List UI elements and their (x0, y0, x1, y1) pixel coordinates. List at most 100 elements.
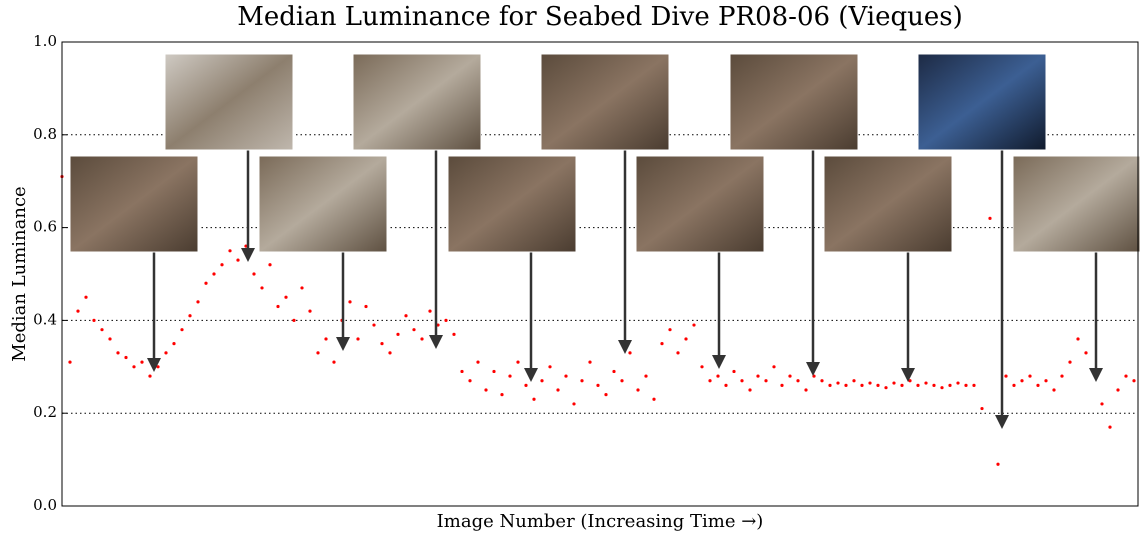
point (732, 369, 736, 374)
point (700, 365, 704, 369)
point (276, 304, 280, 309)
arrowhead (429, 335, 443, 349)
thumbnail (69, 155, 199, 253)
point (684, 337, 688, 341)
point (1012, 383, 1016, 387)
point (1036, 383, 1040, 387)
point (596, 383, 600, 387)
plot-frame (61, 41, 1139, 507)
thumbnail (258, 155, 388, 253)
point (124, 355, 128, 360)
point (220, 263, 224, 267)
point (380, 342, 384, 346)
point (116, 351, 120, 355)
point (404, 314, 408, 318)
y-tick-label: 0.0 (33, 496, 57, 514)
point (580, 379, 584, 383)
y-tick-label: 0.2 (33, 403, 57, 421)
point (164, 351, 168, 355)
point (868, 381, 872, 385)
point (316, 351, 320, 355)
point (956, 381, 960, 385)
point (452, 332, 456, 336)
point (828, 383, 832, 387)
point (1004, 374, 1008, 378)
point (764, 379, 768, 383)
point (492, 369, 496, 374)
point (268, 263, 272, 267)
point (332, 360, 336, 364)
point (852, 379, 856, 383)
y-tick-label: 1.0 (33, 32, 57, 50)
arrowhead (618, 340, 632, 354)
thumbnail (540, 53, 670, 151)
point (836, 381, 840, 385)
point (972, 383, 976, 387)
point (356, 337, 360, 341)
point (564, 374, 568, 378)
point (236, 258, 240, 262)
thumbnail (352, 53, 482, 151)
point (484, 388, 488, 392)
point (1044, 379, 1048, 383)
point (780, 383, 784, 387)
point (324, 337, 328, 341)
arrowhead (147, 358, 161, 372)
point (68, 360, 72, 364)
point (1028, 374, 1032, 378)
point (940, 386, 944, 390)
thumbnails (69, 53, 1140, 429)
arrowhead (901, 368, 915, 382)
point (708, 379, 712, 383)
point (652, 397, 656, 401)
point (884, 386, 888, 390)
point (532, 397, 536, 401)
point (636, 388, 640, 392)
point (140, 360, 144, 364)
thumbnail (164, 53, 294, 151)
point (76, 309, 80, 313)
point (804, 388, 808, 392)
point (620, 379, 624, 383)
point (412, 328, 416, 332)
point (548, 365, 552, 369)
point (156, 365, 160, 369)
point (260, 286, 264, 290)
point (724, 383, 728, 387)
point (1116, 388, 1120, 392)
point (308, 309, 312, 313)
point (604, 393, 608, 397)
point (172, 342, 176, 346)
point (300, 286, 304, 290)
point (740, 379, 744, 383)
point (292, 318, 296, 322)
point (188, 314, 192, 318)
point (932, 383, 936, 387)
point (796, 379, 800, 383)
point (420, 337, 424, 341)
chart-title: Median Luminance for Seabed Dive PR08-06… (237, 2, 963, 32)
point (996, 462, 1000, 466)
point (820, 379, 824, 383)
point (132, 365, 136, 369)
point (692, 323, 696, 327)
point (572, 402, 576, 406)
point (108, 337, 112, 341)
thumbnail (823, 155, 953, 253)
thumbnail (635, 155, 765, 253)
point (980, 406, 984, 411)
point (588, 360, 592, 364)
point (1068, 360, 1072, 364)
point (148, 374, 152, 378)
point (1052, 388, 1056, 392)
point (756, 374, 760, 378)
point (228, 249, 232, 253)
point (540, 379, 544, 383)
point (460, 369, 464, 374)
point (444, 318, 448, 322)
arrowhead (336, 337, 350, 351)
point (372, 323, 376, 327)
point (476, 360, 480, 364)
point (788, 374, 792, 378)
